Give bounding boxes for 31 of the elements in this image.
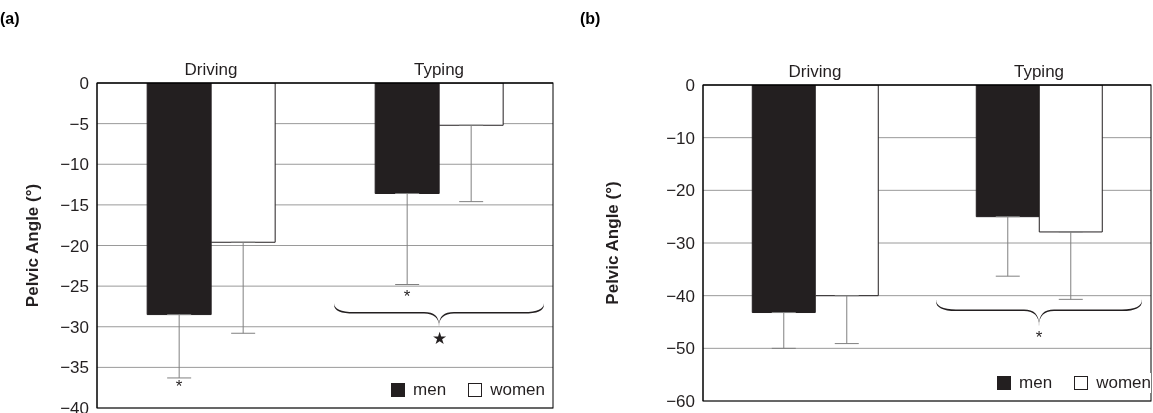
y-tick-label: −30	[666, 234, 695, 254]
y-tick-label: −20	[60, 236, 89, 256]
y-tick-label: −35	[60, 358, 89, 378]
y-tick-label: −15	[60, 195, 89, 215]
legend-label: men	[1019, 373, 1053, 393]
y-tick-label: −60	[666, 392, 695, 412]
y-tick-label: 0	[685, 76, 695, 96]
y-tick-label: 0	[79, 74, 89, 94]
y-tick-label: −25	[60, 277, 89, 297]
y-tick-label: −20	[666, 181, 695, 201]
legend-label: men	[413, 380, 447, 400]
legend-label: women	[1096, 373, 1151, 393]
annotation: *	[175, 376, 183, 396]
x-tick-label: Typing	[413, 60, 465, 79]
annotation: *	[1035, 328, 1043, 348]
x-tick-label: Driving	[788, 62, 842, 81]
y-tick-label: −10	[60, 155, 89, 175]
chart-title: (a)	[0, 10, 20, 28]
y-tick-label: −10	[666, 128, 695, 148]
legend-label: women	[490, 380, 545, 400]
y-tick-label: −30	[60, 317, 89, 337]
y-axis-title: Pelvic Angle (°)	[23, 183, 43, 308]
y-axis-title: Pelvic Angle (°)	[603, 181, 623, 305]
y-tick-label: −50	[666, 339, 695, 359]
x-tick-label: Typing	[1013, 62, 1065, 81]
y-tick-label: −5	[69, 114, 89, 134]
annotation: *	[403, 287, 411, 307]
annotation: ★	[431, 328, 447, 348]
y-tick-label: −40	[666, 286, 695, 306]
x-tick-label: Driving	[184, 60, 238, 79]
chart-title: (b)	[580, 10, 601, 28]
